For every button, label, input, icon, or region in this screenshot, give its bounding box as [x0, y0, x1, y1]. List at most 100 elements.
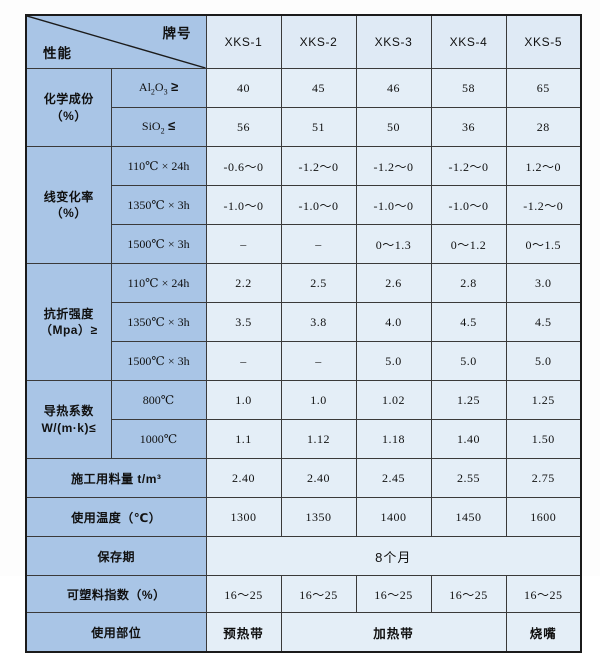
value-cell-5: -1.2～0	[505, 185, 582, 225]
value-cell-5: 4.5	[505, 302, 582, 342]
merged-value-cell: 8个月	[205, 536, 582, 576]
value-cell-4: 5.0	[430, 341, 507, 381]
row-sub-label: 800℃	[110, 380, 207, 420]
value-cell-1: -0.6～0	[205, 146, 282, 186]
value-cell-3: -1.2～0	[355, 146, 432, 186]
value-cell-5: 16～25	[505, 575, 582, 613]
value-cell-1: 40	[205, 68, 282, 108]
value-cell-4: 58	[430, 68, 507, 108]
value-cell-1: 3.5	[205, 302, 282, 342]
condition-text: 800℃	[142, 392, 175, 407]
value-cell-2: 45	[280, 68, 357, 108]
row-group-label-flexural-strength: 抗折强度 （Mpa）≥	[25, 263, 112, 381]
value-cell-3: 0～1.3	[355, 224, 432, 264]
row-label-service-temperature: 使用温度（℃）	[25, 497, 207, 537]
value-cell-5: 3.0	[505, 263, 582, 303]
value-cell-1: 2.40	[205, 458, 282, 498]
value-cell-2: –	[280, 341, 357, 381]
value-cell-3: 2.6	[355, 263, 432, 303]
corner-diagonal-header: 牌号 性能	[25, 14, 207, 69]
value-cell-3: 4.0	[355, 302, 432, 342]
brand-header-3: XKS-3	[355, 14, 432, 69]
specification-sheet: 牌号 性能 XKS-1 XKS-2 XKS-3 XKS-4 XKS-5 化学成份 （%） Al2O…	[25, 14, 582, 653]
usage-segment-3: 烧嘴	[505, 612, 582, 653]
value-cell-4: 1.25	[430, 380, 507, 420]
condition-text: 1000℃	[139, 431, 178, 446]
value-cell-3: 5.0	[355, 341, 432, 381]
value-cell-2: 3.8	[280, 302, 357, 342]
value-cell-5: 1.2～0	[505, 146, 582, 186]
value-cell-2: 2.5	[280, 263, 357, 303]
row-sub-label: 1500℃ × 3h	[110, 224, 207, 264]
value-cell-2: 16～25	[280, 575, 357, 613]
value-cell-5: 28	[505, 107, 582, 147]
value-cell-5: 1.50	[505, 419, 582, 459]
table-row: SiO2 ≤56 51 50 36 28	[26, 107, 582, 147]
condition-text: 110℃ × 24h	[127, 275, 190, 290]
row-sub-label: 110℃ × 24h	[110, 146, 207, 186]
value-cell-3: 1400	[355, 497, 432, 537]
table-row: 使用部位 预热带 加热带 烧嘴	[25, 612, 582, 653]
brand-header-2: XKS-2	[280, 14, 357, 69]
value-cell-5: 5.0	[505, 341, 582, 381]
brand-axis-label: 牌号	[162, 26, 192, 41]
value-cell-5: 65	[505, 68, 582, 108]
row-label-storage-period: 保存期	[25, 536, 207, 576]
row-group-label-linear-change-rate: 线变化率 （%）	[25, 146, 112, 264]
condition-text: 1350℃ × 3h	[127, 197, 190, 212]
value-cell-4: 16～25	[430, 575, 507, 613]
condition-text: 1350℃ × 3h	[127, 314, 190, 329]
group-label-line2: （%）	[50, 108, 87, 123]
table-row: 1000℃ 1.1 1.12 1.18 1.40 1.50	[26, 419, 582, 459]
value-cell-5: 2.75	[505, 458, 582, 498]
table-row: 抗折强度 （Mpa）≥ 110℃ × 24h 2.2 2.5 2.6 2.8 3.0	[25, 263, 582, 381]
value-cell-2: -1.2～0	[280, 146, 357, 186]
value-cell-1: 56	[205, 107, 282, 147]
row-sub-label: 110℃ × 24h	[110, 263, 207, 303]
brand-header-5: XKS-5	[505, 14, 582, 69]
table-body: 牌号 性能 XKS-1 XKS-2 XKS-3 XKS-4 XKS-5 化学成份 （%） Al2O…	[25, 14, 582, 653]
group-label-line1: 化学成份	[43, 92, 94, 107]
comparison-symbol: ≤	[167, 118, 176, 134]
table-row: 1350℃ × 3h 3.5 3.8 4.0 4.5 4.5	[26, 302, 582, 342]
value-cell-1: 2.2	[205, 263, 282, 303]
value-cell-1: 1.1	[205, 419, 282, 459]
usage-segment-2: 加热带	[280, 612, 507, 653]
group-label-line1: 线变化率	[43, 189, 94, 204]
value-cell-2: 2.40	[280, 458, 357, 498]
value-cell-1: –	[205, 341, 282, 381]
usage-segment-1: 预热带	[205, 612, 282, 653]
value-cell-3: 1.02	[355, 380, 432, 420]
table-header-row: 牌号 性能 XKS-1 XKS-2 XKS-3 XKS-4 XKS-5	[25, 14, 582, 69]
group-label-line2: W/(m·k)≤	[41, 420, 97, 435]
group-label-line2: （Mpa）≥	[39, 323, 98, 337]
formula-text: Al2O3	[138, 80, 168, 97]
group-label-line1: 抗折强度	[43, 306, 94, 321]
value-cell-4: -1.0～0	[430, 185, 507, 225]
brand-header-1: XKS-1	[205, 14, 282, 69]
row-label-material-consumption: 施工用料量 t/m³	[25, 458, 207, 498]
group-label-line2: （%）	[50, 206, 87, 220]
value-cell-5: 1.25	[505, 380, 582, 420]
value-cell-5: 0～1.5	[505, 224, 582, 264]
value-cell-4: 36	[430, 107, 507, 147]
value-cell-3: 46	[355, 68, 432, 108]
value-cell-1: -1.0～0	[205, 185, 282, 225]
value-cell-3: 2.45	[355, 458, 432, 498]
value-cell-3: 16～25	[355, 575, 432, 613]
row-sub-label: Al2O3 ≥	[110, 68, 207, 108]
condition-text: 1500℃ × 3h	[127, 236, 190, 251]
value-cell-1: 1.0	[205, 380, 282, 420]
row-sub-label: SiO2 ≤	[110, 107, 207, 147]
row-label-usage-location: 使用部位	[25, 612, 207, 653]
value-cell-4: 1450	[430, 497, 507, 537]
value-cell-4: 2.8	[430, 263, 507, 303]
table-row: 1500℃ × 3h – –5.0 5.0 5.0	[26, 341, 582, 381]
value-cell-4: 1.40	[430, 419, 507, 459]
value-cell-2: 1.0	[280, 380, 357, 420]
formula-text: SiO2	[141, 119, 165, 136]
table-row: 保存期 8个月	[25, 536, 582, 576]
row-label-plasticity-index: 可塑料指数（%）	[25, 575, 207, 613]
value-cell-2: 1350	[280, 497, 357, 537]
table-row: 使用温度（℃） 1300 1350 1400 1450 1600	[25, 497, 582, 537]
